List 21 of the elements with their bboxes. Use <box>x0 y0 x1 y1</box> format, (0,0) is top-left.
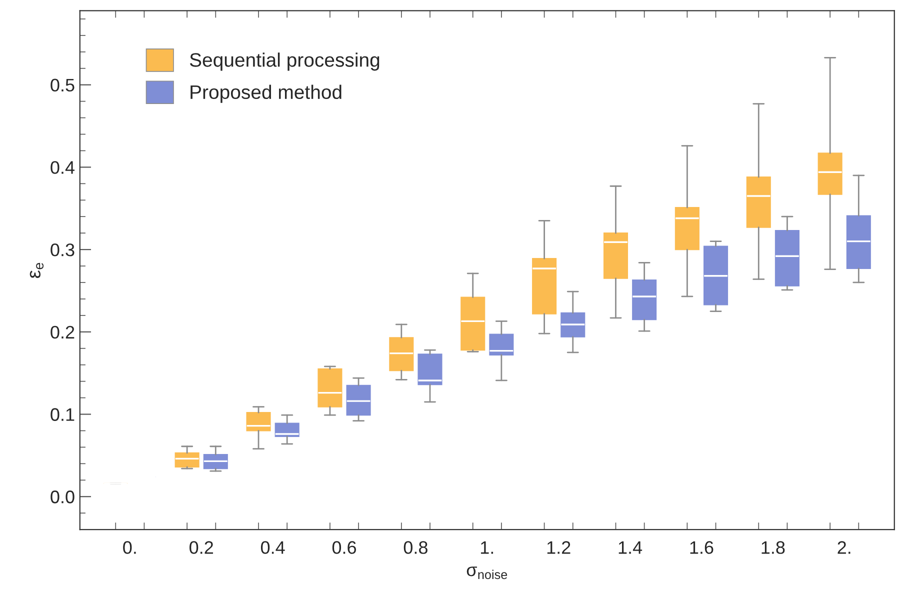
y-tick-label: 0.3 <box>50 243 74 256</box>
x-tick-label: 0. <box>123 541 136 554</box>
y-tick-label: 0.2 <box>50 326 74 339</box>
x-tick-label: 0.8 <box>404 541 428 554</box>
x-tick-label: 1.2 <box>547 541 570 554</box>
x-tick-label: 1.4 <box>618 541 642 554</box>
y-axis-title: ε$_{e}$ <box>30 262 44 278</box>
legend-label: Proposed method <box>190 84 342 103</box>
y-tick-label: 0.5 <box>50 78 74 92</box>
legend-label: Sequential processing <box>190 52 380 71</box>
x-tick-label: 0.2 <box>190 541 214 554</box>
x-tick-label: 2. <box>838 541 850 554</box>
x-tick-label: 1.8 <box>762 541 785 554</box>
x-tick-label: 1. <box>480 541 494 554</box>
x-tick-label: 1.6 <box>690 541 714 554</box>
y-tick-label: 0.4 <box>50 161 75 174</box>
x-tick-label: 0.6 <box>332 541 356 554</box>
x-tick-label: 0.4 <box>260 541 285 554</box>
y-tick-label: 0.0 <box>50 490 74 504</box>
x-axis-title: σ$_{noise}$ <box>466 566 508 580</box>
y-tick-label: 0.1 <box>50 408 74 421</box>
